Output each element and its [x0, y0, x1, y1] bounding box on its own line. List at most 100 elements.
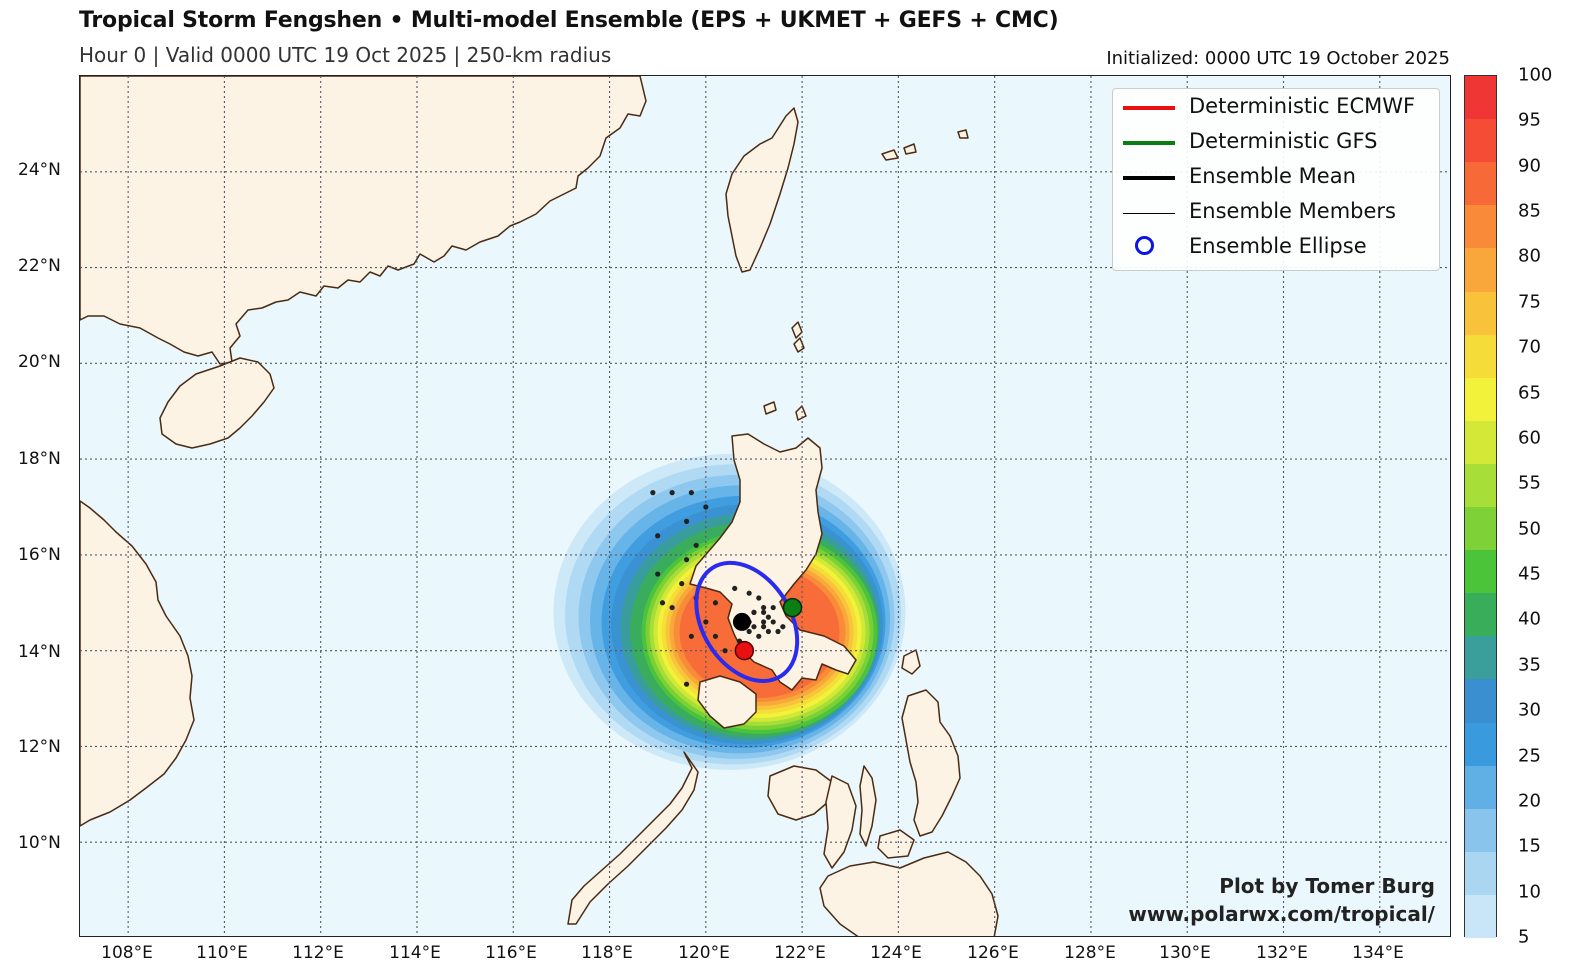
ensemble-member-point: [650, 490, 656, 496]
land-china: [80, 76, 647, 365]
legend-label-ellipse: Ensemble Ellipse: [1189, 234, 1367, 258]
lat-label-20: 20°N: [18, 352, 61, 372]
colorbar-segment: [1465, 291, 1496, 336]
members-line-swatch: [1123, 213, 1175, 214]
ecmwf-line-swatch: [1123, 106, 1175, 110]
legend: Deterministic ECMWF Deterministic GFS En…: [1112, 88, 1440, 271]
colorbar-tick-label: 55: [1518, 472, 1541, 494]
colorbar-segment: [1465, 808, 1496, 853]
land-mindoro: [697, 675, 757, 729]
ensemble-member-point: [732, 585, 738, 592]
colorbar-tick-label: 90: [1518, 155, 1541, 177]
lat-label-12: 12°N: [18, 737, 61, 757]
land-ryukyu-2: [903, 143, 917, 155]
colorbar-segment: [1465, 119, 1496, 163]
ensemble-member-point: [722, 648, 728, 654]
ensemble-member-point: [669, 604, 675, 611]
legend-item-ecmwf: Deterministic ECMWF: [1113, 94, 1439, 124]
colorbar-segment: [1465, 377, 1496, 422]
lat-label-24: 24°N: [18, 160, 61, 180]
ensemble-member-point: [770, 604, 776, 611]
ensemble-member-point: [746, 590, 752, 596]
land-luzon: [689, 433, 857, 691]
ensemble-member-point: [765, 628, 772, 635]
lon-label-134: 134°E: [1352, 943, 1404, 963]
ensemble-member-point: [693, 542, 699, 548]
legend-item-ellipse: Ensemble Ellipse: [1113, 234, 1439, 264]
map-canvas: [80, 76, 1450, 936]
colorbar-segment: [1465, 507, 1496, 551]
ensemble-member-point: [760, 619, 767, 625]
colorbar-tick-label: 100: [1518, 64, 1553, 86]
lat-label-10: 10°N: [18, 833, 61, 853]
chart-title: Tropical Storm Fengshen • Multi-model En…: [79, 8, 1059, 33]
ensemble-member-point: [683, 557, 690, 563]
ensemble-member-point: [683, 681, 690, 687]
colorbar-tick-label: 45: [1518, 563, 1541, 585]
legend-label-ecmwf: Deterministic ECMWF: [1189, 94, 1416, 118]
ensemble-member-point: [712, 600, 719, 606]
land-mindanao: [819, 851, 999, 936]
land-masses: [80, 76, 999, 936]
colorbar-tick-label: 60: [1518, 427, 1541, 449]
lat-label-18: 18°N: [18, 449, 61, 469]
ensemble-member-point: [760, 609, 767, 615]
land-samar: [901, 689, 961, 837]
ensemble-member-points: [650, 490, 786, 687]
land-hainan: [159, 357, 275, 449]
gfs-line-swatch: [1123, 141, 1175, 145]
colorbar-segment: [1465, 463, 1496, 508]
ensemble-member-point: [669, 490, 675, 496]
ecmwf-marker: [734, 640, 755, 661]
credit-url: www.polarwx.com/tropical/: [1128, 902, 1435, 926]
lon-label-126: 126°E: [967, 943, 1019, 963]
colorbar-segment: [1465, 894, 1496, 939]
colorbar-tick-label: 70: [1518, 336, 1541, 358]
colorbar-tick-label: 50: [1518, 518, 1541, 540]
legend-label-mean: Ensemble Mean: [1189, 164, 1356, 188]
land-babuyan-3: [763, 401, 777, 415]
colorbar-tick-label: 80: [1518, 245, 1541, 267]
land-catanduanes: [901, 649, 921, 675]
colorbar-tick-label: 65: [1518, 382, 1541, 404]
lat-label-16: 16°N: [18, 545, 61, 565]
legend-label-members: Ensemble Members: [1189, 199, 1396, 223]
mean-line-swatch: [1123, 176, 1175, 180]
land-ryukyu-3: [957, 129, 969, 139]
lon-label-122: 122°E: [774, 943, 826, 963]
land-babuyan-4: [795, 405, 807, 421]
colorbar-segment: [1465, 162, 1496, 206]
ensemble-member-point: [746, 628, 752, 635]
ensemble-ellipse: [694, 560, 800, 684]
ensemble-member-point: [760, 624, 767, 630]
lon-label-118: 118°E: [581, 943, 633, 963]
legend-item-members: Ensemble Members: [1113, 199, 1439, 229]
colorbar-segment: [1465, 248, 1496, 292]
ensemble-member-point: [770, 619, 776, 625]
ensemble-member-point: [765, 614, 772, 620]
land-taiwan: [725, 107, 799, 273]
initialized-time: Initialized: 0000 UTC 19 October 2025: [1106, 48, 1450, 69]
lon-label-108: 108°E: [101, 943, 153, 963]
land-babuyan-2: [793, 337, 805, 353]
colorbar-tick-label: 95: [1518, 109, 1541, 131]
legend-item-gfs: Deterministic GFS: [1113, 129, 1439, 159]
ensemble-member-point: [659, 600, 666, 606]
land-negros: [823, 775, 857, 869]
legend-label-gfs: Deterministic GFS: [1189, 129, 1378, 153]
colorbar-tick-label: 35: [1518, 654, 1541, 676]
colorbar-tick-label: 30: [1518, 699, 1541, 721]
land-palawan: [567, 751, 699, 925]
lon-label-124: 124°E: [870, 943, 922, 963]
ellipse-circle-icon: [1135, 236, 1154, 255]
ensemble-member-point: [780, 624, 786, 630]
colorbar-segment: [1465, 722, 1496, 767]
land-babuyan-1: [791, 321, 803, 339]
ensemble-member-point: [751, 624, 757, 630]
ensemble-member-point: [756, 633, 762, 639]
lat-label-22: 22°N: [18, 256, 61, 276]
ensemble-member-point: [760, 604, 767, 611]
lon-label-110: 110°E: [196, 943, 248, 963]
colorbar: [1464, 75, 1497, 939]
ensemble-member-point: [688, 633, 694, 639]
